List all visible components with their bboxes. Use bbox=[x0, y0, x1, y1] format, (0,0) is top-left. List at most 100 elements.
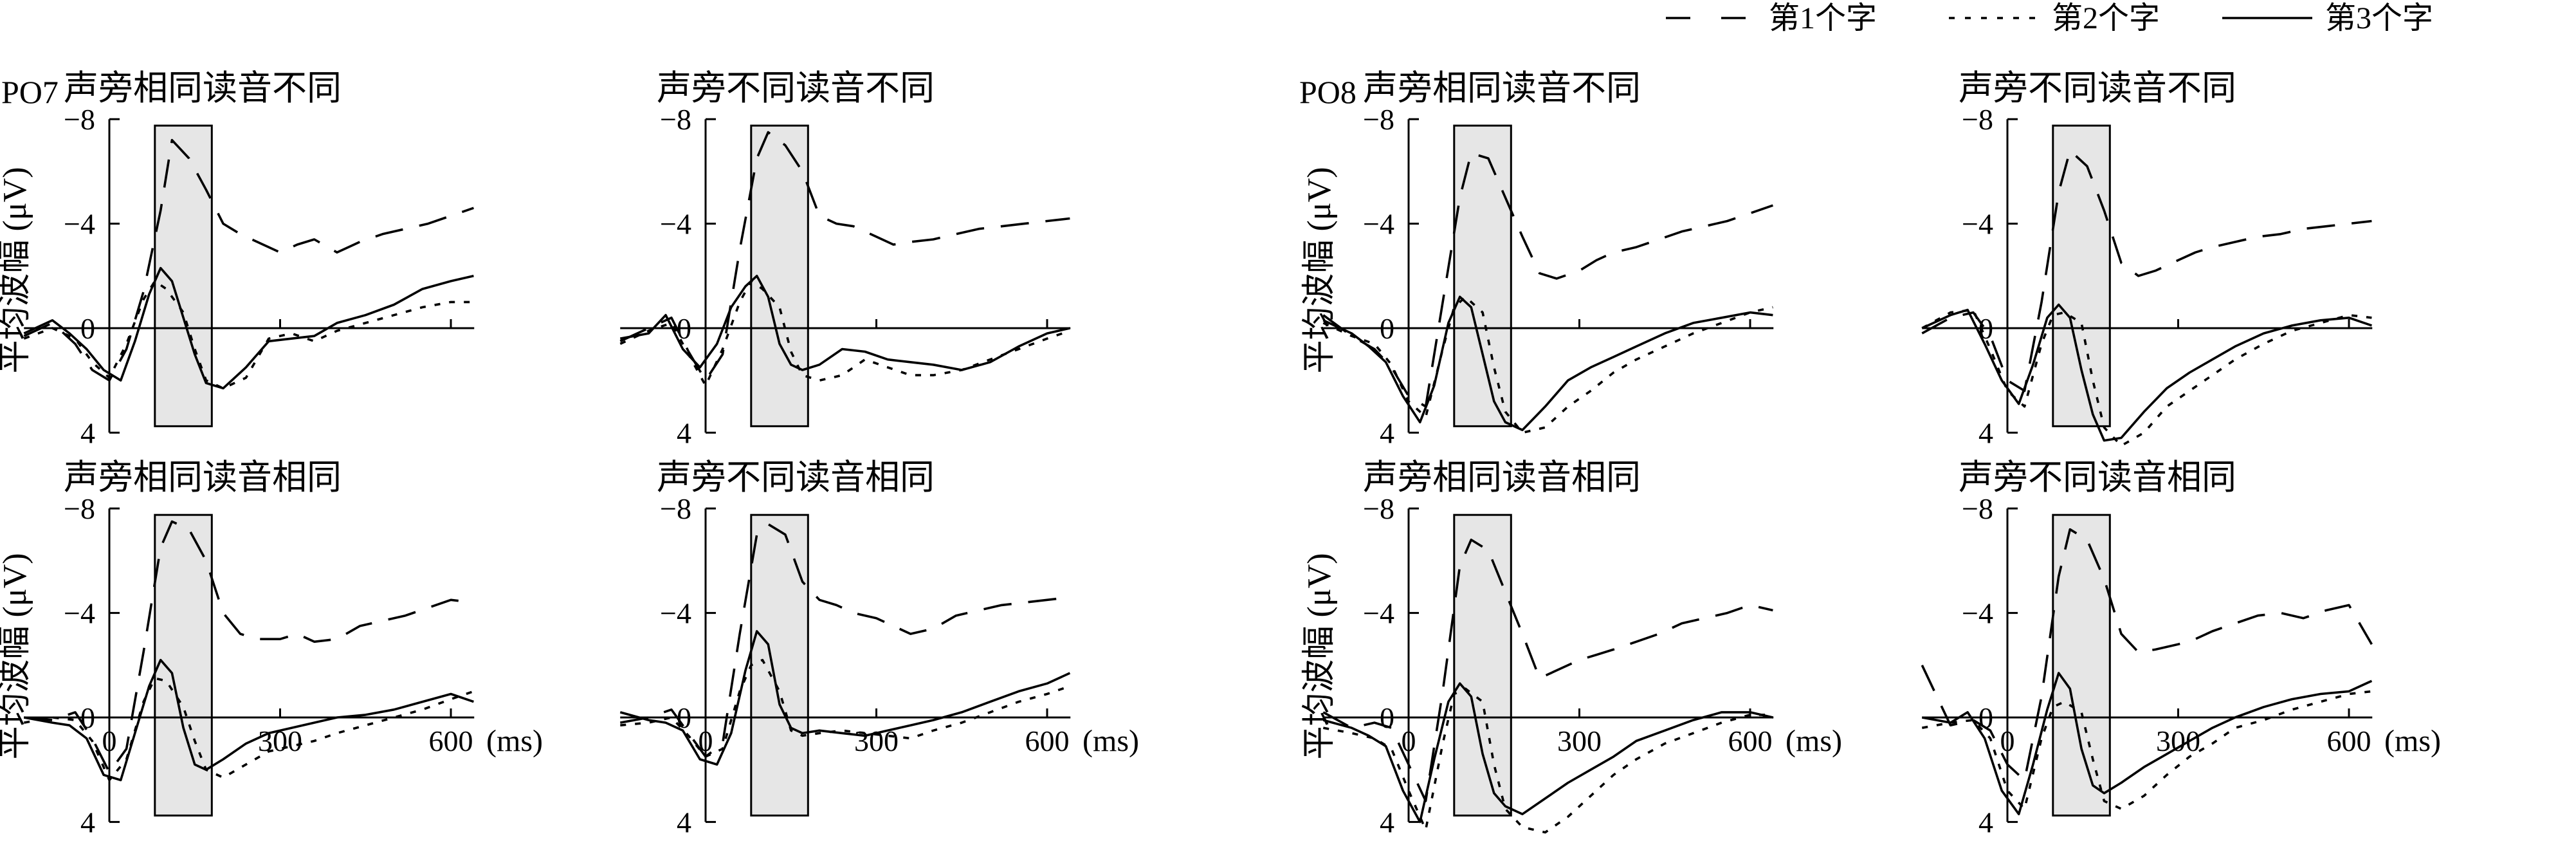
y-tick-label: −8 bbox=[64, 492, 95, 525]
x-tick-label: 600 bbox=[1728, 725, 1773, 757]
x-tick-label: 600 bbox=[2327, 725, 2371, 757]
y-tick-label: −4 bbox=[64, 597, 95, 630]
y-tick-label: 4 bbox=[80, 416, 95, 449]
x-tick-label: 0 bbox=[102, 725, 117, 757]
y-axis-label: 平均波幅 (μV) bbox=[1301, 167, 1338, 373]
x-tick-label: 0 bbox=[2000, 725, 2015, 757]
series-line-solid bbox=[1921, 672, 2373, 815]
y-tick-label: 0 bbox=[1380, 701, 1394, 734]
time-window-box bbox=[750, 124, 809, 427]
y-tick-label: 4 bbox=[80, 806, 95, 838]
panel-2: −8 −4 0 4 声旁不同读音不同 bbox=[619, 69, 1071, 449]
x-unit-label: (ms) bbox=[1786, 724, 1842, 758]
series-line-dashed bbox=[23, 138, 474, 382]
series-line-dashed bbox=[619, 522, 1070, 758]
series-line-dotted bbox=[1921, 690, 2372, 810]
y-tick-label: −4 bbox=[1363, 597, 1394, 630]
y-tick-label: −4 bbox=[1962, 208, 1993, 241]
electrode-label-po7: PO7 bbox=[1, 74, 59, 110]
y-tick-label: 0 bbox=[1380, 312, 1394, 345]
y-tick-label: −8 bbox=[1962, 492, 1993, 525]
time-window-box bbox=[750, 513, 809, 817]
y-axis-label: 平均波幅 (μV) bbox=[0, 167, 33, 373]
series-line-dashed bbox=[1322, 539, 1773, 802]
y-axis-labels: 平均波幅 (μV) 平均波幅 (μV) 平均波幅 (μV) 平均波幅 (μV) bbox=[0, 167, 1338, 759]
panel-title: 声旁不同读音相同 bbox=[1959, 458, 2236, 497]
panel-7: −8 −4 0 4 0 300 600 (ms) 声旁相同读音相同 bbox=[1322, 458, 1842, 838]
panel-title: 声旁不同读音不同 bbox=[657, 69, 935, 107]
series-line-dashed bbox=[619, 131, 1070, 382]
y-tick-label: −8 bbox=[1363, 492, 1394, 525]
x-tick-label: 300 bbox=[1557, 725, 1602, 757]
y-tick-label: 4 bbox=[1380, 416, 1394, 449]
y-tick-label: 4 bbox=[677, 806, 691, 838]
legend-label: 第2个字 bbox=[2052, 1, 2160, 35]
series-line-dashed bbox=[1322, 152, 1773, 408]
x-tick-label: 0 bbox=[1402, 725, 1416, 757]
x-tick-label: 0 bbox=[699, 725, 713, 757]
time-window-box bbox=[2052, 513, 2111, 817]
time-window-box bbox=[154, 513, 213, 817]
y-tick-label: −4 bbox=[660, 597, 691, 630]
y-tick-label: 4 bbox=[1978, 416, 1993, 449]
y-tick-label: 4 bbox=[677, 416, 691, 449]
time-window-box bbox=[1453, 513, 1512, 817]
x-tick-label: 300 bbox=[2156, 725, 2200, 757]
legend: 第1个字 第2个字 第3个字 bbox=[1666, 1, 2433, 35]
panel-1: −8 −4 0 4 声旁相同读音不同 bbox=[23, 69, 475, 449]
series-line-solid bbox=[23, 266, 474, 390]
series-line-solid bbox=[619, 630, 1071, 766]
electrode-labels: PO7 PO8 bbox=[1, 74, 1357, 110]
panel-title: 声旁不同读音不同 bbox=[1959, 69, 2236, 107]
series-line-dashed bbox=[1921, 149, 2372, 393]
panel-title: 声旁相同读音不同 bbox=[64, 69, 342, 107]
series-line-solid bbox=[1921, 303, 2372, 442]
x-unit-label: (ms) bbox=[2384, 724, 2441, 758]
y-axis-label: 平均波幅 (μV) bbox=[1301, 553, 1338, 759]
time-window-box bbox=[2052, 124, 2111, 427]
y-tick-label: 4 bbox=[1380, 806, 1394, 838]
y-tick-label: −4 bbox=[64, 208, 95, 241]
time-window-box bbox=[154, 124, 213, 427]
x-unit-label: (ms) bbox=[1082, 724, 1139, 758]
panel-title: 声旁相同读音相同 bbox=[64, 458, 342, 497]
panel-title: 声旁相同读音不同 bbox=[1363, 69, 1641, 107]
y-tick-label: −4 bbox=[1962, 597, 1993, 630]
legend-label: 第1个字 bbox=[1769, 1, 1877, 35]
y-tick-label: 0 bbox=[80, 312, 95, 345]
y-tick-label: −8 bbox=[64, 103, 95, 136]
y-tick-label: −4 bbox=[1363, 208, 1394, 241]
series-line-solid bbox=[1322, 295, 1773, 432]
panel-title: 声旁不同读音相同 bbox=[657, 458, 935, 497]
series-line-dotted bbox=[1921, 308, 2372, 447]
y-tick-label: −4 bbox=[660, 208, 691, 241]
panels: −8−404声旁相同读音不同−8−404声旁不同读音不同−8−404声旁相同读音… bbox=[23, 69, 2441, 838]
y-tick-label: 0 bbox=[677, 312, 691, 345]
x-tick-label: 600 bbox=[1025, 725, 1070, 757]
series-line-dotted bbox=[620, 658, 1070, 758]
x-unit-label: (ms) bbox=[486, 724, 543, 758]
y-tick-label: −8 bbox=[660, 492, 691, 525]
legend-label: 第3个字 bbox=[2325, 1, 2433, 35]
panel-3: −8 −4 0 4 声旁相同读音不同 bbox=[1322, 69, 1774, 449]
panel-title: 声旁相同读音相同 bbox=[1363, 458, 1641, 497]
series-line-dotted bbox=[1322, 295, 1773, 434]
time-window-box bbox=[1453, 124, 1512, 427]
y-tick-label: −8 bbox=[1962, 103, 1993, 136]
electrode-label-po8: PO8 bbox=[1299, 74, 1357, 110]
series-line-dashed bbox=[1921, 528, 2373, 782]
series-line-dashed bbox=[24, 520, 474, 774]
y-tick-label: 4 bbox=[1978, 806, 1993, 838]
series-line-solid bbox=[1322, 682, 1773, 824]
y-tick-label: −8 bbox=[660, 103, 691, 136]
y-tick-label: −8 bbox=[1363, 103, 1394, 136]
y-axis-label: 平均波幅 (μV) bbox=[0, 553, 33, 759]
series-line-solid bbox=[619, 275, 1070, 371]
series-line-solid bbox=[23, 658, 474, 782]
x-tick-label: 600 bbox=[429, 725, 473, 757]
